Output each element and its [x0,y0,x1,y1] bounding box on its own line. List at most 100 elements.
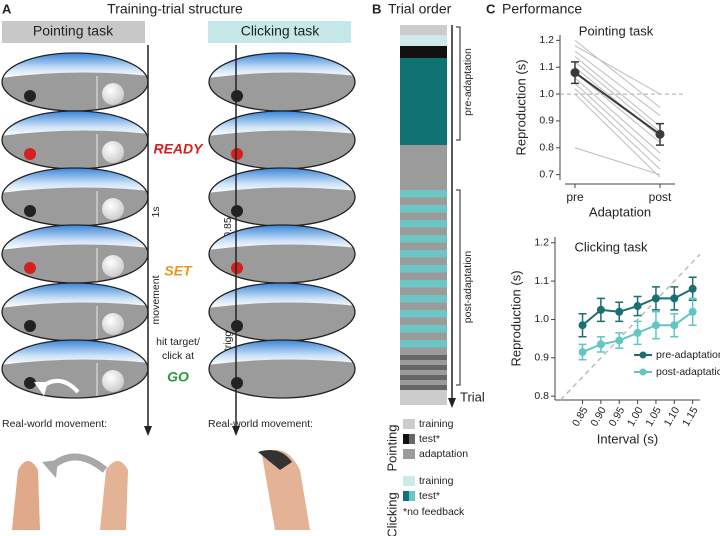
trial-block [400,365,447,370]
y-tick-label: 0.8 [534,390,549,402]
scene [2,283,148,341]
mean-line [574,71,661,136]
legend-swatch [403,476,415,486]
legend-group: Pointing [384,425,399,472]
trial-block [400,227,447,235]
trial-block [400,302,447,310]
dot [24,320,36,332]
panel-title: Training-trial structure [107,1,243,17]
cue: READY [153,141,204,157]
x-axis-label: Interval (s) [597,431,658,446]
subject-line [574,39,661,108]
trial-block [400,325,447,333]
mean-point [655,129,665,139]
trial-block [400,332,447,340]
trial-block [400,242,447,250]
sky [209,53,355,78]
subject-line [574,50,661,116]
subject-line [574,66,661,138]
point [670,321,679,330]
y-tick-label: 0.8 [539,142,554,154]
point [670,294,679,303]
dot [231,90,243,102]
ball [102,313,124,335]
annotation: click at [162,350,194,362]
annotation: pre-adaptation [462,48,474,116]
trial-block [400,205,447,213]
annotation: 1s [150,206,162,217]
dot [231,148,243,160]
legend-label: adaptation [419,448,468,460]
legend-marker [639,351,647,359]
subject-line [574,147,661,176]
header: Pointing task [33,23,114,39]
point [651,321,660,330]
y-tick-label: 1.0 [539,88,554,100]
panel-label: A [2,1,12,16]
controller [258,449,292,470]
dot [231,205,243,217]
annotation: hit target/ [156,336,200,348]
trial-block [400,380,447,385]
trial-block [400,235,447,243]
x-tick-label: pre [566,190,584,204]
dot [24,377,36,389]
sky [209,168,355,193]
scene [2,111,148,169]
x-tick-label: 1.15 [680,405,701,429]
trial-block [400,220,447,228]
trial-block [400,272,447,280]
scene [209,53,355,111]
scene [209,340,355,398]
legend-swatch [403,419,415,429]
legend-label: training [419,418,454,430]
dot [24,205,36,217]
point [596,340,605,349]
point [633,328,642,337]
trial-block [400,370,447,375]
y-tick-label: 1.2 [534,237,549,249]
trial-block [400,190,447,198]
trial-block [400,212,447,220]
legend-label: test* [419,433,440,445]
x-tick-label: 0.95 [607,405,628,429]
movement-arrow [47,453,108,473]
trial-block [400,46,447,58]
point [615,336,624,345]
trial-block [400,347,447,355]
sky [209,111,355,136]
trial-block [400,58,447,145]
hand [262,450,310,530]
legend-swatch [403,449,415,459]
y-tick-label: 1.2 [539,34,554,46]
chart-title: Pointing task [579,23,654,38]
panel-label: B [372,1,381,16]
footnote: *no feedback [403,506,465,518]
legend-group: Clicking [384,492,399,536]
trial-block [400,360,447,365]
arrowhead [144,426,152,436]
mean-point [570,68,580,78]
y-tick-label: 1.0 [534,313,549,325]
point [688,284,697,293]
x-tick-label: post [649,190,672,204]
x-tick-label: 0.90 [588,405,609,429]
point [633,302,642,311]
dot [24,148,36,160]
annotation: post-adaptation [462,251,474,324]
subject-line [574,93,661,178]
scene [2,53,148,111]
header: Clicking task [241,23,321,39]
trial-block [400,280,447,288]
scene [209,225,355,283]
arrowhead [448,398,456,408]
scene [2,168,148,226]
sky [2,283,148,308]
arrowhead [232,426,240,436]
dot [231,320,243,332]
oval-outline [208,339,356,399]
trial-block [400,340,447,348]
y-tick-label: 1.1 [534,275,549,287]
sky [2,225,148,250]
